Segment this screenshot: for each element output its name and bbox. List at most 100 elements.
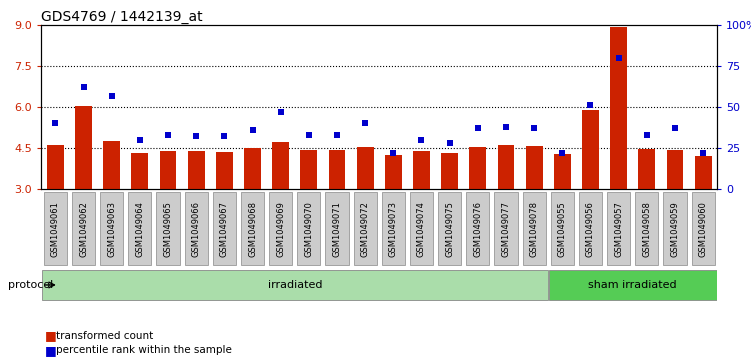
- FancyBboxPatch shape: [185, 192, 208, 265]
- Bar: [357, 147, 374, 189]
- Text: percentile rank within the sample: percentile rank within the sample: [56, 345, 232, 355]
- Text: GSM1049071: GSM1049071: [333, 201, 342, 257]
- Text: GDS4769 / 1442139_at: GDS4769 / 1442139_at: [41, 11, 203, 24]
- FancyBboxPatch shape: [325, 192, 348, 265]
- Bar: [695, 155, 712, 189]
- FancyBboxPatch shape: [410, 192, 433, 265]
- Text: sham irradiated: sham irradiated: [588, 280, 677, 290]
- Text: GSM1049063: GSM1049063: [107, 201, 116, 257]
- Text: ■: ■: [45, 344, 57, 357]
- Bar: [104, 141, 120, 189]
- Text: protocol: protocol: [8, 280, 53, 290]
- Point: [528, 125, 540, 131]
- Bar: [610, 27, 627, 189]
- Point: [359, 121, 371, 126]
- FancyBboxPatch shape: [635, 192, 659, 265]
- FancyBboxPatch shape: [523, 192, 546, 265]
- Text: GSM1049067: GSM1049067: [220, 201, 229, 257]
- Text: ■: ■: [45, 329, 57, 342]
- Point: [303, 132, 315, 138]
- Point: [613, 55, 625, 61]
- Point: [331, 132, 343, 138]
- FancyBboxPatch shape: [100, 192, 123, 265]
- Text: GSM1049057: GSM1049057: [614, 201, 623, 257]
- Text: GSM1049073: GSM1049073: [389, 201, 398, 257]
- Point: [669, 125, 681, 131]
- Text: GSM1049076: GSM1049076: [473, 201, 482, 257]
- Point: [641, 132, 653, 138]
- Point: [219, 134, 231, 139]
- FancyBboxPatch shape: [297, 192, 321, 265]
- Text: GSM1049077: GSM1049077: [502, 201, 511, 257]
- Point: [556, 150, 569, 156]
- FancyBboxPatch shape: [354, 192, 377, 265]
- Bar: [413, 151, 430, 189]
- Text: GSM1049061: GSM1049061: [51, 201, 60, 257]
- Bar: [667, 150, 683, 189]
- Text: GSM1049059: GSM1049059: [671, 201, 680, 257]
- FancyBboxPatch shape: [241, 192, 264, 265]
- Bar: [273, 142, 289, 189]
- Point: [134, 137, 146, 143]
- Point: [444, 140, 456, 146]
- Point: [190, 134, 202, 139]
- Text: transformed count: transformed count: [56, 331, 153, 341]
- Text: GSM1049072: GSM1049072: [360, 201, 369, 257]
- FancyBboxPatch shape: [382, 192, 405, 265]
- Text: GSM1049069: GSM1049069: [276, 201, 285, 257]
- FancyBboxPatch shape: [692, 192, 715, 265]
- Point: [388, 150, 400, 156]
- Point: [697, 150, 709, 156]
- Text: irradiated: irradiated: [267, 280, 322, 290]
- FancyBboxPatch shape: [494, 192, 517, 265]
- FancyBboxPatch shape: [550, 192, 574, 265]
- FancyBboxPatch shape: [579, 192, 602, 265]
- Point: [50, 121, 62, 126]
- Text: GSM1049074: GSM1049074: [417, 201, 426, 257]
- Point: [500, 124, 512, 130]
- Bar: [160, 151, 176, 189]
- Bar: [75, 106, 92, 189]
- Text: GSM1049062: GSM1049062: [79, 201, 88, 257]
- FancyBboxPatch shape: [269, 192, 292, 265]
- Bar: [131, 153, 149, 189]
- Text: GSM1049065: GSM1049065: [164, 201, 173, 257]
- Bar: [582, 110, 599, 189]
- Text: GSM1049070: GSM1049070: [304, 201, 313, 257]
- Point: [584, 102, 596, 108]
- Text: GSM1049068: GSM1049068: [248, 201, 257, 257]
- Bar: [47, 145, 64, 189]
- Point: [472, 125, 484, 131]
- Bar: [300, 150, 317, 189]
- FancyBboxPatch shape: [128, 192, 152, 265]
- Bar: [442, 153, 458, 189]
- Text: GSM1049055: GSM1049055: [558, 201, 567, 257]
- Point: [162, 132, 174, 138]
- Bar: [329, 150, 345, 189]
- Bar: [554, 154, 571, 189]
- Text: GSM1049060: GSM1049060: [698, 201, 707, 257]
- Text: GSM1049075: GSM1049075: [445, 201, 454, 257]
- FancyBboxPatch shape: [42, 270, 547, 300]
- Point: [77, 85, 89, 90]
- Bar: [216, 152, 233, 189]
- FancyBboxPatch shape: [549, 270, 716, 300]
- Bar: [469, 147, 487, 189]
- Bar: [244, 148, 261, 189]
- Text: GSM1049078: GSM1049078: [529, 201, 538, 257]
- FancyBboxPatch shape: [156, 192, 179, 265]
- FancyBboxPatch shape: [663, 192, 686, 265]
- FancyBboxPatch shape: [213, 192, 236, 265]
- Bar: [526, 146, 543, 189]
- Bar: [638, 149, 656, 189]
- Point: [275, 109, 287, 115]
- Bar: [385, 155, 402, 189]
- Text: GSM1049056: GSM1049056: [586, 201, 595, 257]
- FancyBboxPatch shape: [607, 192, 630, 265]
- FancyBboxPatch shape: [72, 192, 95, 265]
- Text: GSM1049064: GSM1049064: [135, 201, 144, 257]
- Bar: [498, 145, 514, 189]
- Text: GSM1049066: GSM1049066: [192, 201, 201, 257]
- FancyBboxPatch shape: [438, 192, 461, 265]
- Point: [246, 127, 258, 133]
